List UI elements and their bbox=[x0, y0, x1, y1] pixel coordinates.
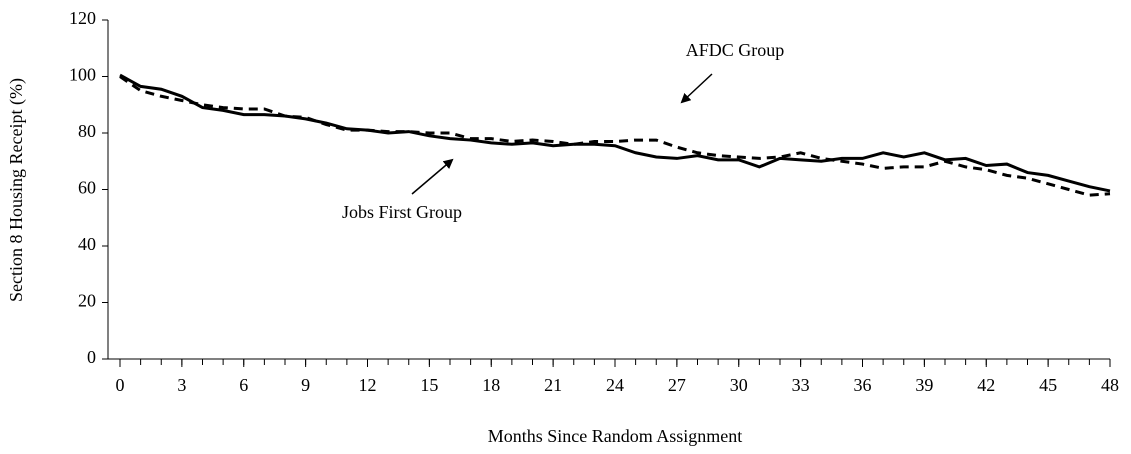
x-tick-label: 15 bbox=[420, 375, 438, 395]
annotation-arrow bbox=[411, 158, 454, 195]
y-axis-label: Section 8 Housing Receipt (%) bbox=[6, 78, 27, 302]
x-tick-label: 21 bbox=[544, 375, 562, 395]
y-tick-label: 120 bbox=[69, 8, 96, 28]
y-tick-label: 80 bbox=[78, 121, 96, 141]
x-tick-label: 18 bbox=[482, 375, 500, 395]
annotation: AFDC Group bbox=[686, 40, 785, 60]
y-tick-label: 0 bbox=[87, 347, 96, 367]
x-tick-label: 36 bbox=[854, 375, 872, 395]
x-tick-label: 48 bbox=[1101, 375, 1119, 395]
y-tick-label: 20 bbox=[78, 291, 96, 311]
x-tick-label: 27 bbox=[668, 375, 686, 395]
line-series bbox=[119, 73, 1111, 193]
x-tick-label: 42 bbox=[977, 375, 995, 395]
x-tick-label: 9 bbox=[301, 375, 310, 395]
x-tick-label: 12 bbox=[359, 375, 377, 395]
x-axis-label: Months Since Random Assignment bbox=[488, 426, 743, 446]
y-tick-label: 100 bbox=[69, 65, 96, 85]
annotation-arrow bbox=[680, 73, 713, 104]
x-tick-label: 3 bbox=[177, 375, 186, 395]
x-tick-label: 33 bbox=[792, 375, 810, 395]
x-tick-label: 6 bbox=[239, 375, 248, 395]
x-tick-label: 24 bbox=[606, 375, 624, 395]
annotation: Jobs First Group bbox=[342, 202, 462, 222]
x-tick-label: 0 bbox=[116, 375, 125, 395]
y-tick-label: 60 bbox=[78, 178, 96, 198]
x-tick-label: 45 bbox=[1039, 375, 1057, 395]
x-tick-label: 39 bbox=[915, 375, 933, 395]
y-tick-label: 40 bbox=[78, 234, 96, 254]
line-series bbox=[119, 75, 1111, 197]
x-tick-label: 30 bbox=[730, 375, 748, 395]
